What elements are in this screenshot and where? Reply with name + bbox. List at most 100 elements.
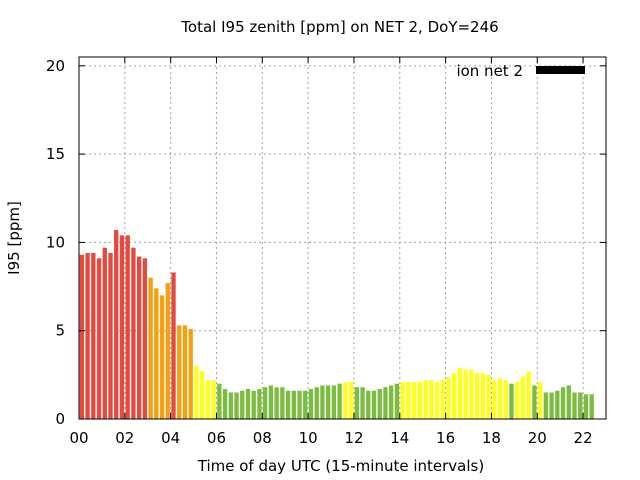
y-axis-tick-labels: 0 5 10 15 20: [46, 57, 65, 428]
y-tick-label: 0: [55, 410, 65, 428]
x-tick-label: 08: [253, 429, 272, 447]
data-bar: [406, 381, 411, 419]
data-bar: [537, 381, 543, 419]
x-tick-label: 10: [299, 429, 318, 447]
data-bar: [583, 394, 589, 419]
data-bar: [91, 253, 96, 419]
data-bar: [549, 392, 554, 419]
data-bar: [199, 371, 205, 419]
data-bar: [348, 381, 354, 419]
x-tick-label: 16: [436, 429, 455, 447]
data-bar: [354, 387, 359, 419]
data-bar: [291, 390, 296, 419]
axis-ticks: [78, 57, 606, 420]
data-bar: [114, 230, 119, 419]
data-bar: [492, 380, 497, 419]
data-bar: [566, 385, 571, 419]
bar-series: [79, 230, 594, 419]
y-tick-label: 20: [46, 57, 65, 75]
data-bar: [205, 380, 211, 419]
data-bar: [188, 328, 193, 419]
y-tick-label: 10: [46, 233, 65, 251]
data-bar: [343, 381, 348, 419]
data-bar: [148, 277, 153, 419]
data-bar: [102, 247, 107, 419]
data-bar: [389, 385, 394, 419]
data-bar: [434, 381, 440, 419]
data-bar: [578, 392, 583, 419]
data-bar: [274, 387, 279, 419]
data-bar: [285, 390, 291, 419]
data-bar: [314, 387, 319, 419]
y-axis-label: I95 [ppm]: [5, 201, 23, 275]
chart-title: Total I95 zenith [ppm] on NET 2, DoY=246: [180, 18, 498, 36]
data-bar: [429, 380, 434, 419]
data-bar: [572, 392, 577, 419]
data-bar: [503, 380, 508, 419]
grid-lines: [79, 57, 606, 419]
data-bar: [497, 378, 503, 419]
data-bar: [326, 385, 331, 419]
data-bar: [526, 371, 531, 419]
data-bar: [240, 390, 245, 419]
x-axis-tick-labels: 00 02 04 06 08 10 12 14 16 18 20 22: [69, 429, 592, 447]
data-bar: [171, 272, 176, 419]
data-bar: [234, 392, 239, 419]
x-tick-label: 06: [207, 429, 226, 447]
data-bar: [400, 381, 405, 419]
x-tick-label: 22: [574, 429, 593, 447]
data-bar: [383, 387, 388, 419]
data-bar: [474, 373, 480, 419]
data-bar: [182, 325, 188, 419]
data-bar: [509, 383, 514, 419]
data-bar: [532, 385, 537, 419]
data-bar: [423, 380, 428, 419]
data-bar: [543, 392, 549, 419]
data-bar: [177, 325, 182, 419]
data-bar: [446, 376, 451, 419]
data-bar: [268, 385, 274, 419]
data-bar: [331, 385, 337, 419]
x-tick-label: 20: [528, 429, 547, 447]
data-bar: [394, 383, 400, 419]
data-bar: [337, 383, 342, 419]
data-bar: [440, 380, 445, 419]
data-bar: [96, 258, 102, 419]
data-bar: [119, 235, 125, 419]
data-bar: [194, 366, 199, 419]
data-bar: [85, 253, 90, 419]
x-tick-label: 00: [69, 429, 88, 447]
data-bar: [228, 392, 233, 419]
legend: ion net 2: [456, 62, 585, 80]
data-bar: [417, 381, 422, 419]
data-bar: [515, 381, 520, 419]
data-bar: [245, 388, 251, 419]
data-bar: [366, 390, 371, 419]
data-bar: [262, 387, 268, 419]
data-bar: [125, 235, 130, 419]
data-bar: [377, 388, 382, 419]
data-bar: [217, 383, 222, 419]
data-bar: [360, 387, 365, 419]
data-bar: [308, 388, 314, 419]
data-bar: [159, 295, 165, 419]
data-bar: [165, 283, 170, 419]
legend-label: ion net 2: [456, 62, 523, 80]
x-tick-label: 12: [344, 429, 363, 447]
data-bar: [142, 258, 148, 419]
plot-area-frame: [78, 56, 607, 420]
legend-swatch: [536, 66, 585, 74]
data-bar: [560, 387, 566, 419]
data-bar: [469, 369, 474, 419]
data-bar: [520, 376, 526, 419]
x-axis-label: Time of day UTC (15-minute intervals): [197, 457, 484, 475]
data-bar: [555, 390, 560, 419]
x-tick-label: 04: [161, 429, 180, 447]
data-bar: [589, 394, 594, 419]
data-bar: [480, 373, 486, 419]
data-bar: [280, 387, 285, 419]
data-bar: [486, 374, 491, 419]
data-bar: [457, 367, 463, 419]
data-bar: [452, 373, 457, 419]
